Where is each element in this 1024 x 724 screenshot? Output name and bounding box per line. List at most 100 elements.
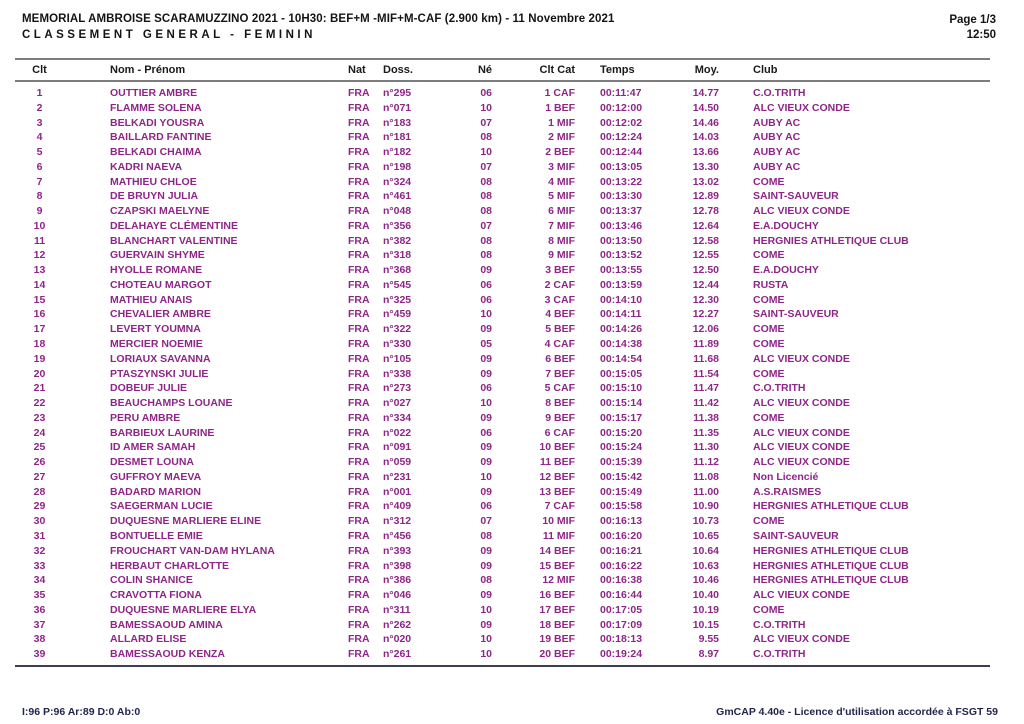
cell-clt: 16 [33, 308, 46, 321]
cell-cat-rank: 2 BEF [545, 146, 575, 159]
cell-clt: 32 [33, 544, 46, 557]
cell-clt: 20 [33, 367, 46, 380]
table-row: 5 BELKADI CHAIMA FRA n°182 10 2 BEF 00:12:44 13… [15, 145, 990, 160]
cell-clt: 3 [36, 116, 43, 129]
table-row: 39 BAMESSAOUD KENZA FRA n°261 10 20 BEF 00:19:… [15, 647, 990, 662]
cell-time: 00:12:24 [600, 131, 643, 144]
cell-name: BARBIEUX LAURINE [110, 426, 215, 439]
cell-time: 00:15:14 [600, 397, 643, 410]
cell-bib: n°398 [383, 559, 412, 572]
cell-bib: n°262 [383, 618, 412, 631]
cell-born: 07 [480, 219, 492, 232]
column-header-name: Nom - Prénom [110, 64, 186, 76]
cell-nat: FRA [348, 338, 370, 351]
cell-name: ID AMER SAMAH [110, 441, 196, 454]
cell-nat: FRA [348, 633, 370, 646]
cell-nat: FRA [348, 426, 370, 439]
cell-cat-rank: 9 BEF [545, 411, 575, 424]
cell-name: PTASZYNSKI JULIE [110, 367, 209, 380]
cell-bib: n°020 [383, 633, 412, 646]
cell-avg-speed: 10.65 [692, 529, 719, 542]
cell-clt: 38 [33, 633, 46, 646]
cell-clt: 22 [33, 397, 46, 410]
cell-club: COME [753, 338, 785, 351]
cell-avg-speed: 11.42 [693, 397, 719, 410]
cell-name: BELKADI CHAIMA [110, 146, 202, 159]
document-header: MEMORIAL AMBROISE SCARAMUZZINO 2021 - 10… [22, 13, 996, 41]
cell-nat: FRA [348, 456, 370, 469]
cell-nat: FRA [348, 308, 370, 321]
table-row: 27 GUFFROY MAEVA FRA n°231 10 12 BEF 00:15:42 1… [15, 470, 990, 485]
cell-cat-rank: 1 BEF [545, 101, 575, 114]
cell-clt: 9 [36, 205, 43, 218]
cell-time: 00:13:37 [600, 205, 643, 218]
table-row: 26 DESMET LOUNA FRA n°059 09 11 BEF 00:15:39 11… [15, 455, 990, 470]
cell-avg-speed: 10.73 [692, 515, 719, 528]
cell-cat-rank: 7 MIF [548, 219, 575, 232]
cell-cat-rank: 11 BEF [539, 456, 575, 469]
cell-avg-speed: 14.50 [692, 101, 719, 114]
cell-name: BAMESSAOUD KENZA [110, 648, 225, 661]
cell-born: 06 [480, 426, 492, 439]
table-row: 16 CHEVALIER AMBRE FRA n°459 10 4 BEF 00:14:11… [15, 307, 990, 322]
cell-clt: 17 [33, 323, 46, 336]
cell-name: COLIN SHANICE [110, 574, 193, 587]
cell-time: 00:13:05 [600, 160, 643, 173]
cell-name: BELKADI YOUSRA [110, 116, 205, 129]
cell-cat-rank: 3 CAF [544, 293, 575, 306]
cell-clt: 39 [33, 648, 46, 661]
cell-club: C.O.TRITH [753, 618, 806, 631]
cell-time: 00:16:22 [600, 559, 643, 572]
cell-time: 00:17:05 [600, 603, 643, 616]
cell-clt: 15 [33, 293, 46, 306]
cell-bib: n°001 [383, 485, 412, 498]
cell-club: AUBY AC [753, 160, 801, 173]
cell-bib: n°330 [383, 338, 412, 351]
cell-avg-speed: 12.58 [692, 234, 719, 247]
page-meta: Page 1/3 12:50 [949, 13, 996, 43]
cell-name: CZAPSKI MAELYNE [110, 205, 210, 218]
cell-nat: FRA [348, 219, 370, 232]
document-footer: I:96 P:96 Ar:89 D:0 Ab:0 GmCAP 4.40e - L… [22, 706, 998, 718]
cell-time: 00:14:26 [600, 323, 643, 336]
cell-nat: FRA [348, 367, 370, 380]
cell-name: DE BRUYN JULIA [110, 190, 199, 203]
cell-name: PERU AMBRE [110, 411, 181, 424]
cell-avg-speed: 14.77 [692, 87, 719, 99]
results-table: Clt Nom - Prénom Nat Doss. Né Clt Cat Temps Moy… [15, 58, 990, 667]
cell-born: 09 [480, 323, 492, 336]
cell-cat-rank: 6 BEF [545, 352, 575, 365]
race-stats: I:96 P:96 Ar:89 D:0 Ab:0 [22, 706, 141, 718]
cell-clt: 12 [33, 249, 46, 262]
cell-club: ALC VIEUX CONDE [753, 441, 850, 454]
cell-name: BAMESSAOUD AMINA [110, 618, 223, 631]
cell-name: HERBAUT CHARLOTTE [110, 559, 229, 572]
cell-avg-speed: 12.55 [692, 249, 719, 262]
cell-avg-speed: 12.27 [692, 308, 719, 321]
cell-name: DESMET LOUNA [110, 456, 194, 469]
cell-name: SAEGERMAN LUCIE [110, 500, 213, 513]
cell-time: 00:16:21 [600, 544, 643, 557]
cell-born: 08 [480, 234, 492, 247]
cell-club: HERGNIES ATHLETIQUE CLUB [753, 574, 909, 587]
cell-clt: 4 [36, 131, 43, 144]
cell-name: KADRI NAEVA [110, 160, 183, 173]
cell-nat: FRA [348, 87, 370, 99]
table-row: 4 BAILLARD FANTINE FRA n°181 08 2 MIF 00:12:24… [15, 130, 990, 145]
cell-name: DUQUESNE MARLIERE ELYA [110, 603, 257, 616]
cell-cat-rank: 8 BEF [545, 397, 575, 410]
cell-nat: FRA [348, 190, 370, 203]
cell-avg-speed: 12.89 [692, 190, 719, 203]
cell-bib: n°105 [383, 352, 412, 365]
table-top-rule [15, 58, 990, 60]
cell-clt: 5 [36, 146, 43, 159]
table-row: 11 BLANCHART VALENTINE FRA n°382 08 8 MIF 00:1… [15, 234, 990, 249]
cell-avg-speed: 11.47 [693, 382, 719, 395]
cell-born: 06 [480, 382, 492, 395]
cell-bib: n°182 [383, 146, 412, 159]
cell-club: COME [753, 293, 785, 306]
cell-nat: FRA [348, 234, 370, 247]
cell-clt: 30 [33, 515, 46, 528]
cell-cat-rank: 17 BEF [539, 603, 575, 616]
table-row: 22 BEAUCHAMPS LOUANE FRA n°027 10 8 BEF 00:15:… [15, 396, 990, 411]
